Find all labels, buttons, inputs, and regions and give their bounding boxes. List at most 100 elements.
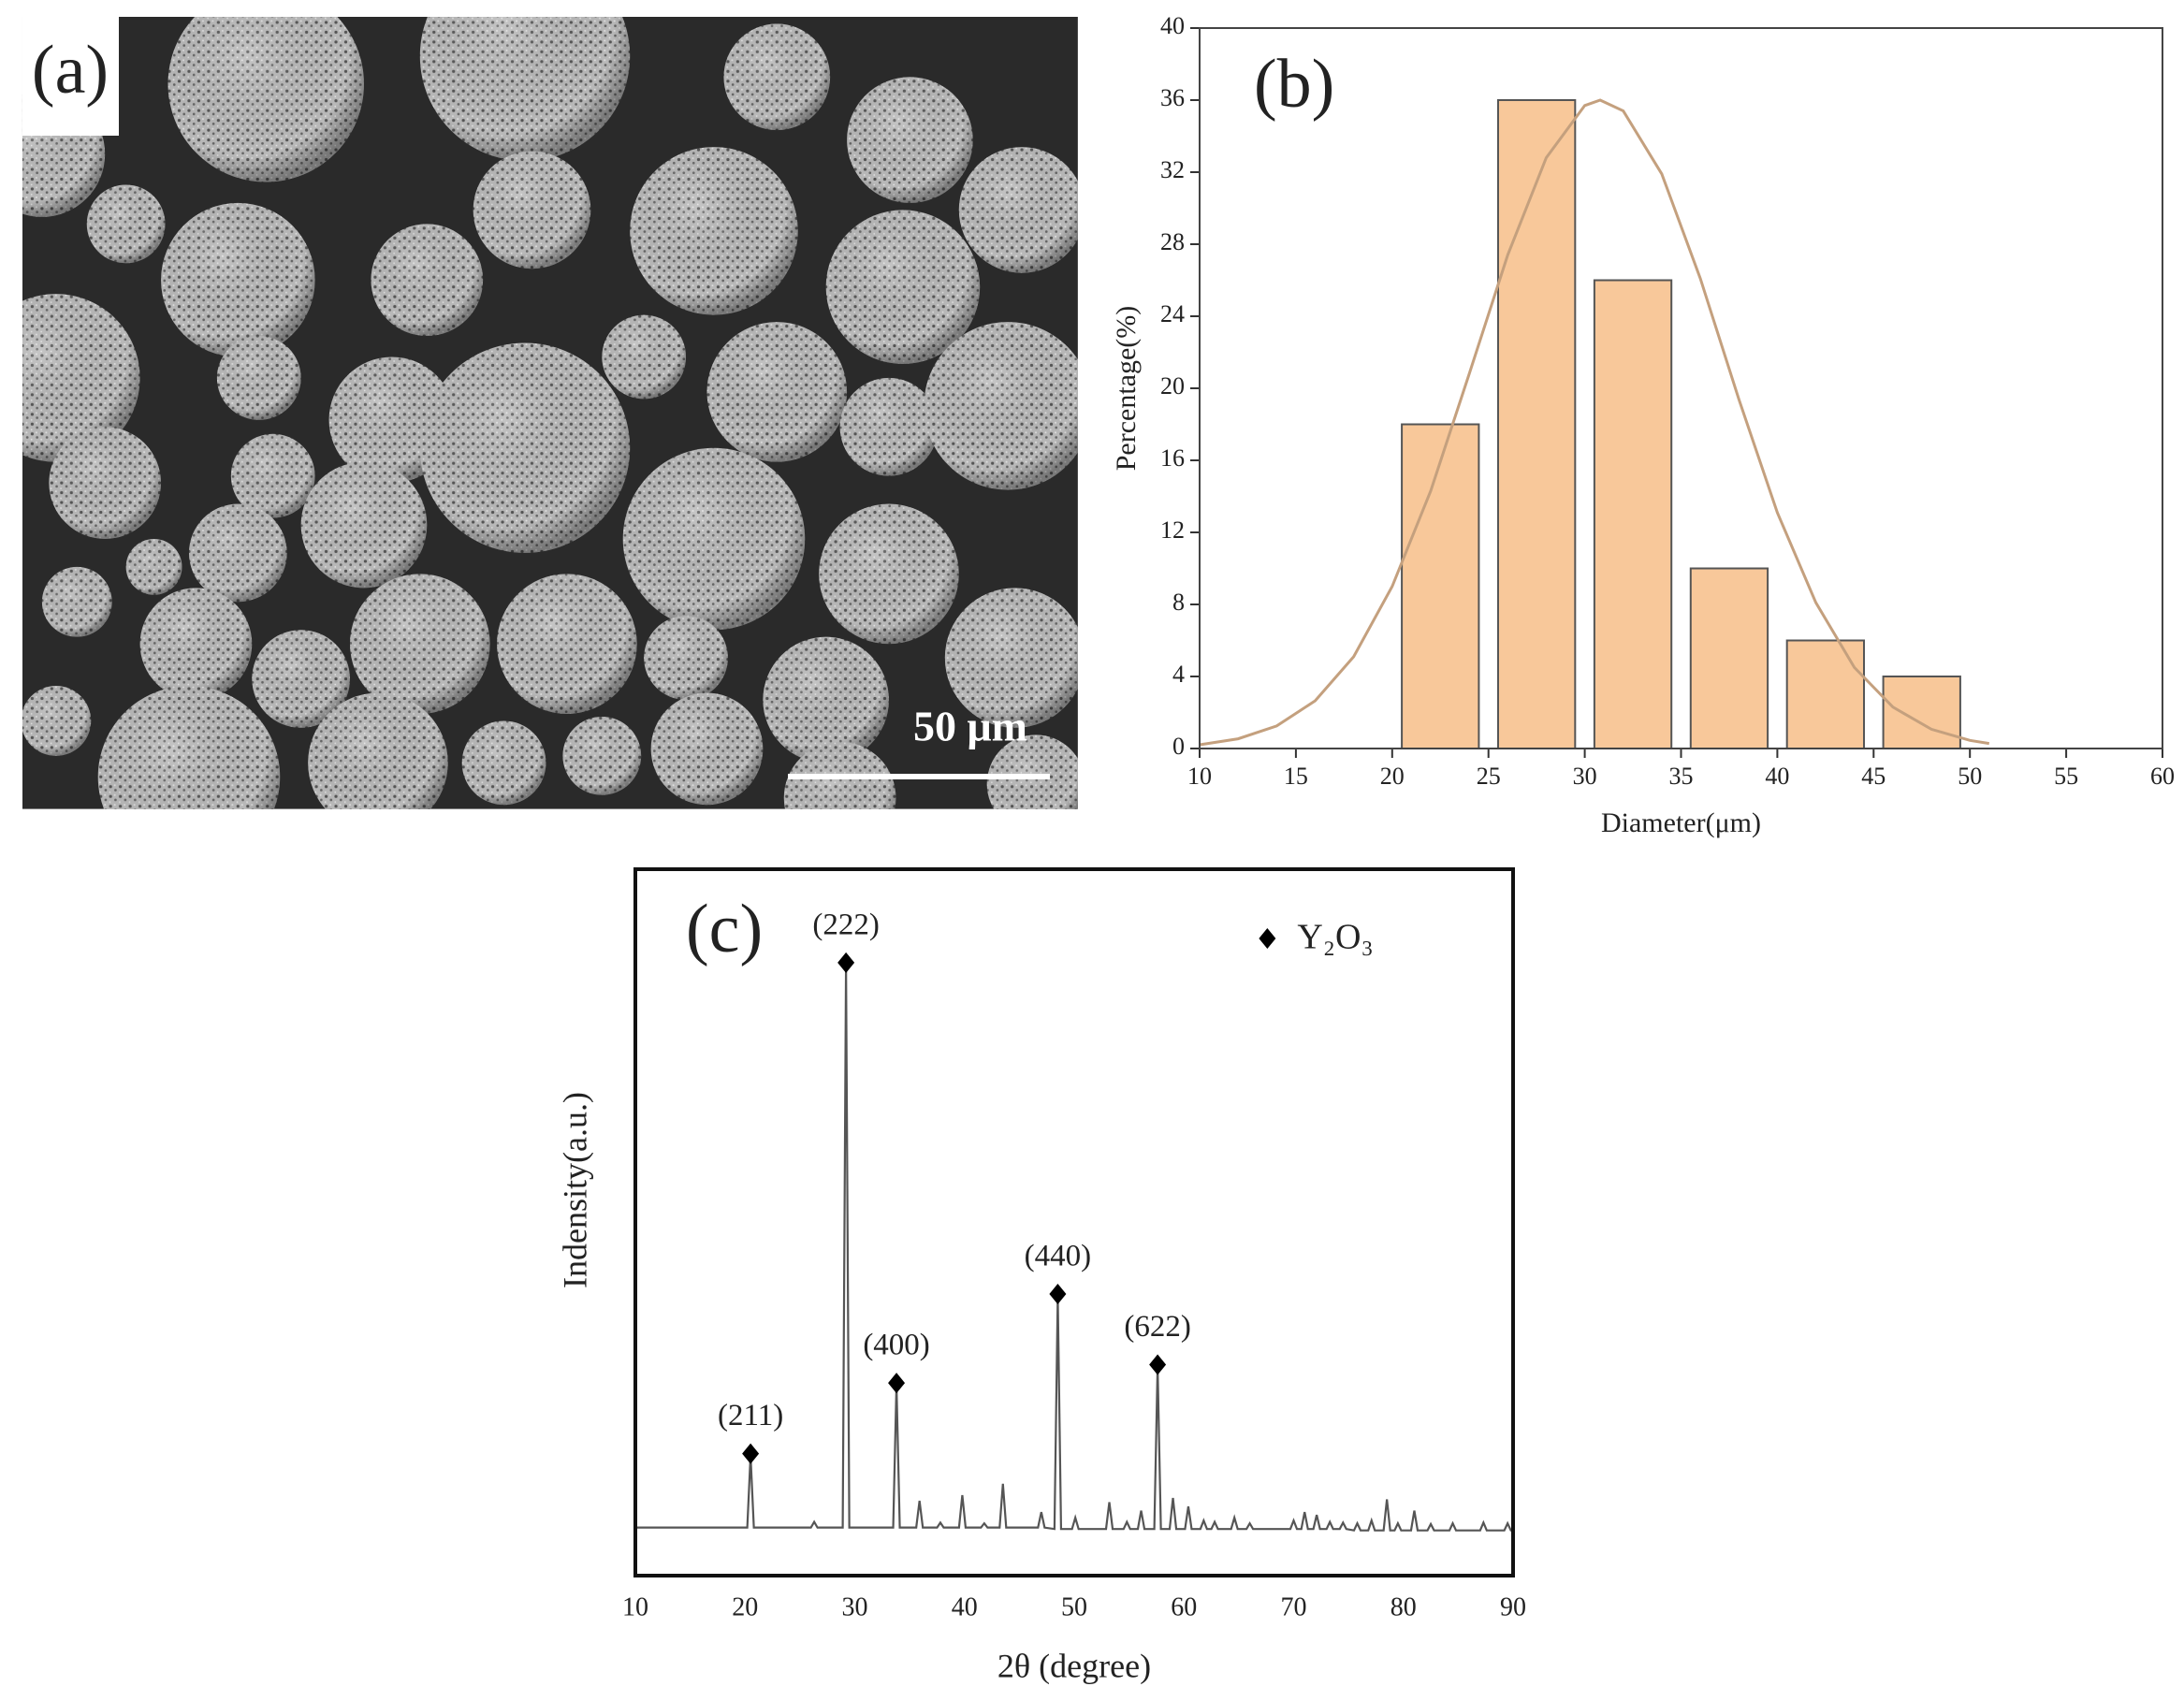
x-tick-label: 50 xyxy=(1958,763,1982,790)
particle-shade xyxy=(350,574,490,714)
particle-shade xyxy=(958,147,1078,273)
panel-label: (a) xyxy=(32,32,109,109)
particle-shade xyxy=(944,588,1078,728)
y-tick-label: 12 xyxy=(1160,516,1185,544)
peak-label: (211) xyxy=(718,1399,783,1432)
x-tick-label: 15 xyxy=(1284,763,1308,790)
particle-shade xyxy=(825,210,981,364)
x-axis-label: Diameter(μm) xyxy=(1601,807,1761,838)
peak-marker xyxy=(1149,1354,1167,1375)
x-tick-label: 20 xyxy=(1380,763,1405,790)
particle-shade xyxy=(706,322,848,462)
particle-shade xyxy=(763,636,889,763)
particle-shade xyxy=(562,716,642,795)
particle-shade xyxy=(461,720,546,806)
sem-image xyxy=(22,16,1078,809)
particle-shade xyxy=(819,503,959,645)
particle-shade xyxy=(497,574,637,714)
particle-shade xyxy=(22,294,140,462)
particle-shade xyxy=(308,692,448,809)
peak-marker xyxy=(837,952,855,973)
x-tick-label: 30 xyxy=(1573,763,1597,790)
x-tick-label: 60 xyxy=(2150,763,2175,790)
particle-shade xyxy=(41,566,112,637)
x-tick-label: 50 xyxy=(1061,1592,1087,1621)
y-tick-label: 32 xyxy=(1160,156,1185,183)
panel-label: (b) xyxy=(1254,46,1334,123)
peak-label: (400) xyxy=(863,1329,929,1362)
y-axis-label: Indensity(a.u.) xyxy=(556,1092,593,1288)
particle-shade xyxy=(216,336,301,420)
panel-label: (c) xyxy=(686,891,763,967)
peak-label: (222) xyxy=(812,909,879,942)
particle-shade xyxy=(644,616,728,700)
y-axis-label: Percentage(%) xyxy=(1111,306,1142,472)
x-tick-label: 30 xyxy=(842,1592,868,1621)
y-tick-label: 28 xyxy=(1160,228,1185,255)
particle-shade xyxy=(125,538,182,595)
legend-label: Y₂O₃ xyxy=(1297,918,1373,957)
plot-frame xyxy=(1199,27,2163,749)
x-tick-label: 10 xyxy=(622,1592,648,1621)
particle-shade xyxy=(419,16,631,162)
x-tick-label: 45 xyxy=(1861,763,1886,790)
particle-shade xyxy=(230,433,315,518)
x-tick-label: 55 xyxy=(2054,763,2078,790)
x-tick-label: 70 xyxy=(1281,1592,1307,1621)
y-tick-label: 20 xyxy=(1160,372,1185,400)
particle-shade xyxy=(924,322,1078,490)
particle-shade xyxy=(622,447,806,631)
peak-marker xyxy=(1049,1284,1067,1305)
y-tick-label: 24 xyxy=(1160,300,1185,327)
x-tick-label: 40 xyxy=(1765,763,1789,790)
xrd-line xyxy=(635,964,1513,1532)
bar xyxy=(1689,567,1769,749)
x-tick-label: 20 xyxy=(732,1592,758,1621)
particle-shade xyxy=(986,734,1078,809)
particle-shade xyxy=(22,686,92,756)
particle-shade xyxy=(97,686,281,809)
plot-frame xyxy=(633,867,1515,1577)
particle-shade xyxy=(847,77,973,203)
y-tick-label: 8 xyxy=(1172,589,1185,616)
x-tick-label: 10 xyxy=(1187,763,1212,790)
x-tick-label: 25 xyxy=(1477,763,1501,790)
particle-shade xyxy=(167,16,364,182)
peak-marker xyxy=(742,1443,760,1464)
bar xyxy=(1496,99,1577,749)
particle-shade xyxy=(419,342,631,553)
legend-marker xyxy=(1259,928,1276,949)
bar xyxy=(1785,639,1866,749)
x-tick-label: 35 xyxy=(1669,763,1694,790)
particle-shade xyxy=(252,630,350,728)
panel-label-box xyxy=(22,17,119,136)
x-tick-label: 40 xyxy=(952,1592,978,1621)
x-axis-label: 2θ (degree) xyxy=(997,1647,1151,1684)
y-tick-label: 36 xyxy=(1160,84,1185,111)
particle-shade xyxy=(723,23,831,131)
peak-label: (622) xyxy=(1124,1310,1190,1344)
particle-shade xyxy=(650,692,764,806)
bar xyxy=(1593,279,1673,749)
fit-curve xyxy=(1199,98,1990,747)
particle-shade xyxy=(371,224,484,337)
bar xyxy=(1882,676,1961,749)
peak-label: (440) xyxy=(1025,1240,1091,1273)
x-tick-label: 80 xyxy=(1390,1592,1417,1621)
particle-shade xyxy=(86,184,166,264)
particle-shade xyxy=(783,741,896,809)
particle-shade xyxy=(139,588,253,700)
y-tick-label: 40 xyxy=(1160,12,1185,39)
particle-shade xyxy=(839,377,939,476)
particle-shade xyxy=(473,151,591,269)
particle-shade xyxy=(300,461,428,589)
bar xyxy=(1401,423,1480,749)
x-tick-label: 60 xyxy=(1171,1592,1197,1621)
y-tick-label: 0 xyxy=(1172,733,1185,760)
x-tick-label: 90 xyxy=(1500,1592,1526,1621)
particle-shade xyxy=(602,314,687,400)
y-tick-label: 4 xyxy=(1172,661,1185,688)
scale-bar-label: 50 μm xyxy=(913,703,1027,750)
